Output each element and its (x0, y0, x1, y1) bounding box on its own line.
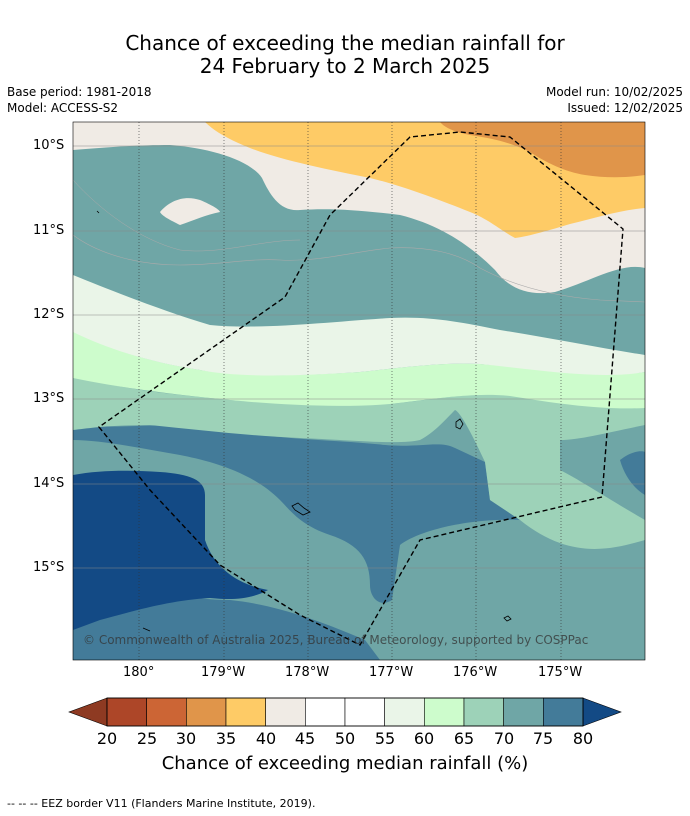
lat-label-13s: 13°S (33, 391, 65, 406)
colorbar-tick-35: 35 (215, 729, 237, 748)
band-75-80-bottom (73, 560, 380, 660)
lon-label-175w: 175°W (538, 665, 583, 680)
chart-title-line-1: Chance of exceeding the median rainfall … (125, 31, 565, 55)
colorbar-cell-35 (225, 697, 266, 727)
band-60-65 (73, 330, 645, 409)
lon-label-176w: 176°W (453, 665, 498, 680)
colorbar-tick-70: 70 (493, 729, 515, 748)
colorbar-cell-75 (543, 697, 584, 727)
colorbar-tick-65: 65 (453, 729, 475, 748)
colorbar-cell-50 (344, 697, 385, 727)
map-frame (72, 121, 646, 661)
band-55-60 (73, 275, 645, 376)
colorbar-cell-65 (463, 697, 504, 727)
colorbar-tick-55: 55 (374, 729, 396, 748)
gridlines (73, 122, 645, 660)
island-small-se (503, 615, 512, 622)
island-wallis (455, 418, 464, 430)
island-small-sw (142, 627, 151, 632)
lon-label-180: 180° (123, 665, 155, 680)
chart-title-line-2: 24 February to 2 March 2025 (199, 54, 491, 78)
lat-label-11s: 11°S (33, 223, 65, 238)
base-period-text: Base period: 1981-2018 (7, 85, 152, 99)
colorbar-tick-50: 50 (334, 729, 356, 748)
issued-text: Issued: 12/02/2025 (567, 101, 683, 115)
colorbar-tick-40: 40 (255, 729, 277, 748)
island-futuna (291, 502, 311, 516)
model-run-text: Model run: 10/02/2025 (545, 85, 683, 99)
colorbar-tick-80: 80 (572, 729, 594, 748)
colorbar (68, 697, 622, 727)
colorbar-tick-75: 75 (532, 729, 554, 748)
colorbar-cell-40 (265, 697, 306, 727)
colorbar-under-arrow (68, 697, 108, 727)
band-40-45-island (160, 198, 220, 225)
lat-label-14s: 14°S (33, 476, 65, 491)
colorbar-cell-20 (106, 697, 147, 727)
contour-line-50 (73, 234, 645, 303)
islands (96, 210, 512, 632)
colorbar-tick-30: 30 (175, 729, 197, 748)
colorbar-cell-25 (146, 697, 187, 727)
band-75-80 (73, 425, 520, 603)
colorbar-over-arrow (582, 697, 622, 727)
map-contours (73, 122, 645, 660)
contour-line-55 (73, 179, 301, 252)
lat-label-15s: 15°S (33, 560, 65, 575)
colorbar-tick-45: 45 (294, 729, 316, 748)
colorbar-cell-30 (186, 697, 227, 727)
copyright-text: © Commonwealth of Australia 2025, Bureau… (83, 633, 589, 647)
colorbar-cell-45 (305, 697, 346, 727)
eez-border (97, 131, 624, 646)
colorbar-frame (106, 697, 584, 727)
model-text: Model: ACCESS-S2 (7, 101, 119, 115)
eez-legend-text: -- -- -- EEZ border V11 (Flanders Marine… (7, 797, 316, 810)
colorbar-tick-25: 25 (136, 729, 158, 748)
colorbar-tick-20: 20 (96, 729, 118, 748)
colorbar-cells (106, 697, 584, 727)
lon-label-179w: 179°W (201, 665, 246, 680)
island-small-nw (96, 210, 100, 214)
band-30-35 (440, 122, 645, 178)
lat-label-12s: 12°S (33, 307, 65, 322)
colorbar-cell-55 (384, 697, 425, 727)
lon-label-177w: 177°W (369, 665, 414, 680)
band-over-80 (73, 470, 268, 630)
colorbar-title: Chance of exceeding median rainfall (%) (161, 753, 529, 774)
lon-label-178w: 178°W (285, 665, 330, 680)
lat-label-10s: 10°S (33, 138, 65, 153)
colorbar-tick-60: 60 (413, 729, 435, 748)
band-65-70 (73, 375, 645, 549)
colorbar-cell-70 (503, 697, 544, 727)
colorbar-cell-60 (424, 697, 465, 727)
